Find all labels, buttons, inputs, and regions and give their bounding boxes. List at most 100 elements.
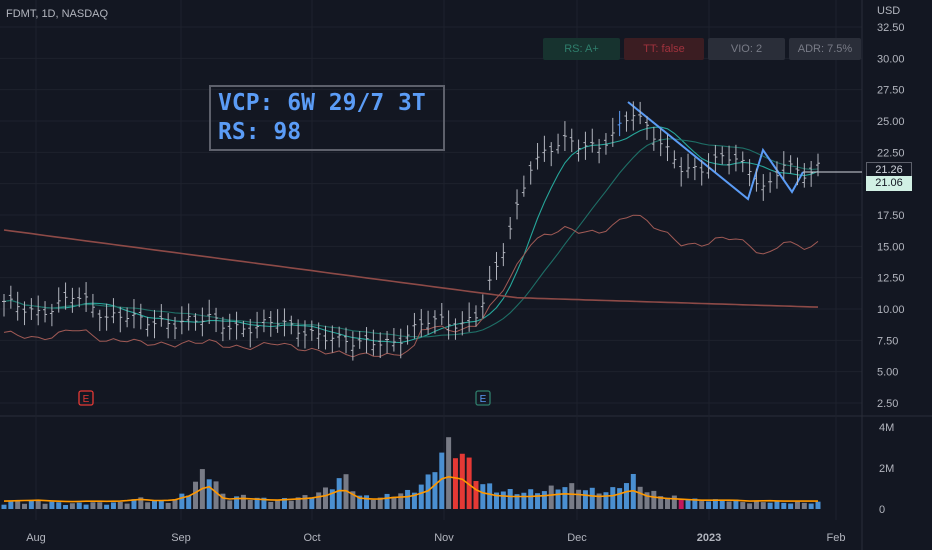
volume-bar: [8, 501, 14, 509]
volume-bar: [124, 503, 130, 509]
last-price-tag: 21.26: [866, 162, 912, 177]
volume-bar: [138, 497, 144, 509]
volume-bar: [541, 491, 547, 509]
ma-mid-line: [3, 138, 819, 338]
volume-bar: [357, 495, 363, 509]
volume-bar: [364, 495, 370, 509]
volume-bar: [145, 502, 151, 509]
volume-bar: [63, 505, 69, 509]
time-tick-label: Oct: [303, 532, 320, 544]
volume-bar: [555, 489, 561, 509]
adr-badge: ADR: 7.5%: [789, 38, 861, 60]
price-tick-label: 15.00: [877, 241, 905, 253]
volume-bar: [425, 474, 431, 509]
time-tick-label: Aug: [26, 532, 46, 544]
volume-bar: [336, 478, 342, 509]
price-tick-label: 12.50: [877, 273, 905, 285]
volume-bar: [617, 488, 623, 509]
vcp-trendline: [627, 101, 804, 201]
volume-bar: [610, 487, 616, 509]
volume-bar: [576, 489, 582, 509]
volume-bar: [685, 500, 691, 509]
volume-bar: [473, 481, 479, 509]
volume-bar: [514, 494, 520, 509]
volume-bar: [193, 481, 199, 509]
volume-bar: [801, 502, 807, 509]
volume-bar: [206, 479, 212, 509]
volume-bar: [110, 502, 116, 509]
volume-bar: [446, 437, 452, 509]
volume-bar: [42, 503, 48, 509]
volume-bar: [494, 492, 500, 509]
volume-bar: [15, 501, 21, 509]
indicator-lines: [3, 101, 862, 358]
volume-ma-line: [3, 475, 818, 503]
volume-bar: [281, 498, 287, 509]
volume-bar: [69, 503, 75, 509]
volume-bar: [240, 494, 246, 509]
volume-bar: [637, 486, 643, 509]
volume-bar: [90, 502, 96, 509]
volume-bar: [172, 499, 178, 509]
volume-bar: [213, 481, 219, 509]
price-tick-label: 10.00: [877, 304, 905, 316]
tt-badge: TT: false: [624, 38, 704, 60]
volume-bar: [808, 503, 814, 509]
earnings-marker-label: E: [83, 394, 90, 405]
volume-bar: [699, 501, 705, 509]
price-tick-label: 30.00: [877, 53, 905, 65]
volume-bar: [712, 499, 718, 509]
volume-bar: [589, 487, 595, 509]
volume-tick-label: 2M: [879, 463, 894, 475]
volume-bar: [275, 499, 281, 509]
volume-bar: [220, 493, 226, 509]
volume-bar: [459, 453, 465, 509]
volume-bar: [179, 493, 185, 509]
volume-bar: [22, 503, 28, 509]
volume-bar: [651, 490, 657, 509]
volume-bar: [439, 452, 445, 509]
volume-bar: [28, 500, 34, 509]
volume-bar: [767, 502, 773, 509]
volume-bar: [316, 492, 322, 509]
volume-bar: [507, 488, 513, 509]
time-tick-label: Nov: [434, 532, 454, 544]
volume-bar: [384, 493, 390, 509]
time-tick-label: Dec: [567, 532, 587, 544]
volume-bar: [452, 458, 458, 509]
volume-bar: [466, 457, 472, 509]
price-tick-label: 22.50: [877, 147, 905, 159]
volume-bar: [548, 485, 554, 509]
symbol-header: FDMT, 1D, NASDAQ: [6, 8, 109, 20]
volume-bar: [370, 499, 376, 509]
volume-bar: [774, 501, 780, 509]
volume-bar: [227, 500, 233, 509]
price-tick-label: 5.00: [877, 367, 898, 379]
volume-bar: [322, 487, 328, 509]
volume-bar: [158, 500, 164, 509]
volume-bar: [747, 503, 753, 509]
vio-badge: VIO: 2: [708, 38, 785, 60]
volume-bar: [247, 500, 253, 509]
earnings-marker: [475, 390, 491, 406]
volume-bar: [56, 502, 62, 509]
axis-unit: USD: [877, 5, 901, 17]
volume-tick-label: 0: [879, 504, 885, 516]
volume-bar: [596, 493, 602, 509]
ma-short-line: [3, 126, 819, 344]
volume-bar: [788, 503, 794, 509]
time-axis: Aug Sep Oct Nov Dec 2023 Feb: [26, 532, 845, 544]
volume-bar: [521, 492, 527, 509]
price-tick-label: 2.50: [877, 398, 898, 410]
time-tick-label: 2023: [697, 532, 721, 544]
time-tick-label: Feb: [827, 532, 846, 544]
ma-long-line: [3, 229, 819, 308]
volume-bar: [76, 502, 82, 509]
volume-bar: [665, 497, 671, 509]
volume-bar: [288, 500, 294, 509]
volume-bar: [740, 502, 746, 509]
vcp-annotation-box[interactable]: VCP: 6W 29/7 3T RS: 98: [209, 85, 445, 151]
